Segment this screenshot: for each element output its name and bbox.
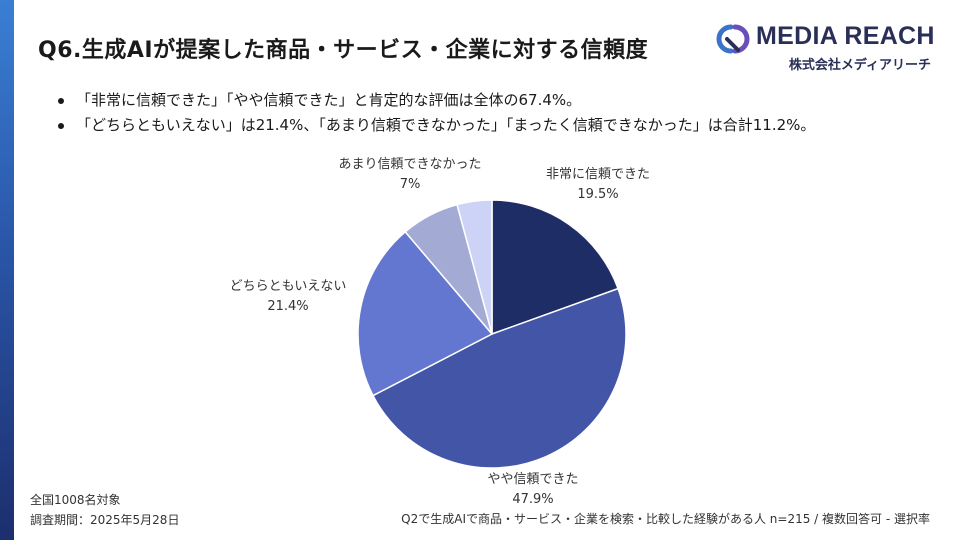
logo-company-name: 株式会社メディアリーチ (788, 58, 931, 73)
slice-label: あまり信頼できなかった (338, 157, 481, 172)
summary-bullets: 「非常に信頼できた」「やや信頼できた」と肯定的な評価は全体の67.4%。 「どち… (56, 88, 916, 138)
left-accent-bar (0, 0, 14, 540)
pie-slice (491, 199, 620, 336)
media-reach-logo-mark-icon (716, 24, 750, 54)
slice-label: どちらともいえない (230, 279, 347, 294)
survey-period: 調査期間：2025年5月28日 (30, 513, 180, 527)
page-title: Q6.生成AIが提案した商品・サービス・企業に対する信頼度 (38, 38, 649, 63)
brand-logo: MEDIA REACH 株式会社メディアリーチ (716, 22, 934, 74)
survey-target: 全国1008名対象 (30, 493, 121, 507)
pie-slice (357, 230, 494, 397)
logo-wordmark: MEDIA REACH (756, 22, 935, 50)
pie-slice (371, 287, 627, 469)
survey-info: 全国1008名対象 調査期間：2025年5月28日 (30, 490, 179, 530)
survey-note: Q2で生成AIで商品・サービス・企業を検索・比較した経験がある人 n=215 /… (401, 512, 930, 526)
slice-label: 非常に信頼できた (546, 167, 650, 182)
bullet-item: 「非常に信頼できた」「やや信頼できた」と肯定的な評価は全体の67.4%。 (56, 88, 916, 113)
slice-value-label: 21.4% (267, 299, 308, 314)
slice-value-label: 7% (400, 177, 421, 192)
slice-value-label: 19.5% (577, 187, 618, 202)
slice-label: やや信頼できた (487, 472, 578, 487)
bullet-item: 「どちらともいえない」は21.4%、「あまり信頼できなかった」「まったく信頼でき… (56, 113, 916, 138)
slice-value-label: 47.9% (512, 492, 553, 507)
pie-slice (456, 199, 493, 335)
